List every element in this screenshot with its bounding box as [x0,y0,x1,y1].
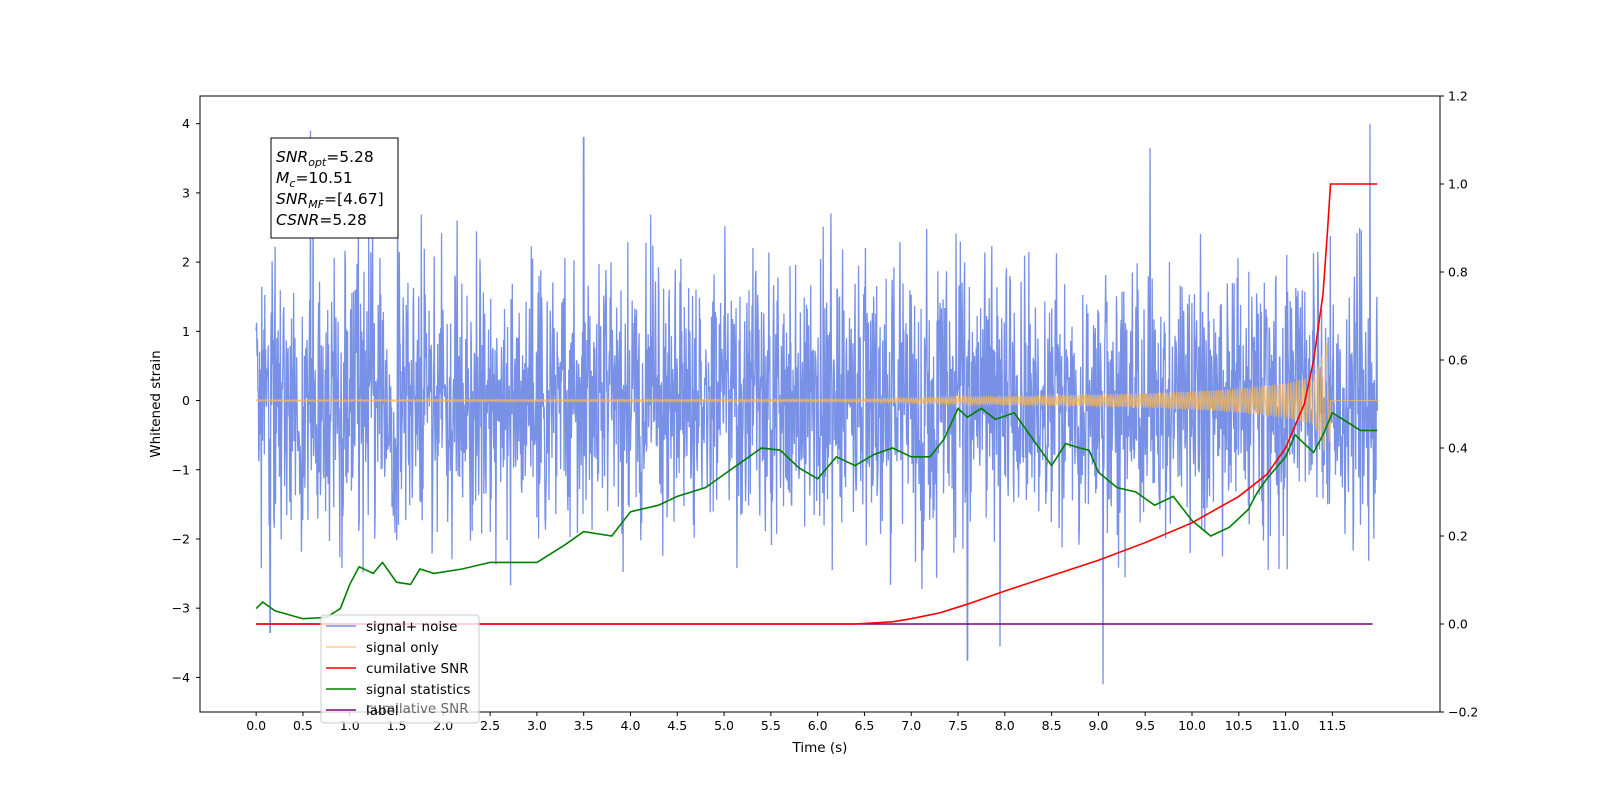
y-left-tick-label: 4 [182,116,190,131]
x-tick-label: 8.5 [1042,718,1062,733]
x-tick-label: 6.5 [855,718,875,733]
legend-label: label [366,703,399,719]
axes-frame [199,95,1441,713]
y-right-tick-label: 1.0 [1448,177,1468,192]
x-tick-label: 5.0 [714,718,734,733]
y-axis-label: Whitened strain [148,350,164,457]
x-tick-label: 7.0 [901,718,921,733]
x-tick-label: 10.0 [1178,718,1206,733]
x-tick-label: 9.5 [1135,718,1155,733]
x-tick-label: 5.5 [761,718,781,733]
y-right-tick-label: 0.4 [1448,441,1468,456]
annotation-line: CSNR=5.28 [276,211,367,229]
y-left-tick-label: −4 [172,670,190,685]
legend-ghost-label: cumilative SNR [366,701,469,717]
annotation-frame [270,137,399,239]
x-tick-label: 11.5 [1318,718,1346,733]
series-signal-statistics-line [255,407,1378,620]
legend-label: cumilative SNR [366,661,469,677]
y-left-tick-label: 0 [182,393,190,408]
legend-label: signal only [366,640,439,656]
y-right-tick-label: 0.2 [1448,529,1468,544]
annotation-line: SNRMF=[4.67] [276,190,384,211]
x-tick-label: 6.0 [808,718,828,733]
annotation-line: Mc=10.51 [276,169,353,190]
y-right-tick-label: 0.8 [1448,265,1468,280]
x-tick-label: 3.5 [574,718,594,733]
y-right-tick-label: 1.2 [1448,89,1468,104]
x-tick-label: 0.5 [293,718,313,733]
ticks: 0.0 0.5 1.0 1.5 2.0 2.5 3.0 3.5 4.0 4.5 5.0 5.5 6.0 6… [172,89,1479,734]
y-left-tick-label: −3 [172,601,190,616]
x-axis-label: Time (s) [792,740,848,756]
legend-label: signal statistics [366,682,470,698]
x-tick-label: 0.0 [246,718,266,733]
legend-label: signal+ noise [366,619,457,635]
x-tick-label: 9.0 [1088,718,1108,733]
y-right-tick-label: −0.2 [1448,705,1478,720]
x-tick-label: 4.0 [621,718,641,733]
y-left-tick-label: −2 [172,531,190,546]
x-tick-label: 2.5 [480,718,500,733]
x-tick-label: 4.5 [667,718,687,733]
legend: cumilative SNR signal+ noise signal only cu… [320,614,480,724]
x-tick-label: 7.5 [948,718,968,733]
y-right-tick-label: 0.0 [1448,617,1468,632]
series-cumulative-snr-line [256,183,1378,625]
y-right-tick-label: 0.6 [1448,353,1468,368]
x-tick-label: 3.0 [527,718,547,733]
series-signal-only-line [255,343,1380,452]
annotation-line: SNRopt=5.28 [276,148,374,169]
y-left-tick-label: 2 [182,255,190,270]
y-left-tick-label: −1 [172,462,190,477]
series-signal-noise-line [255,123,1378,685]
x-tick-label: 11.0 [1272,718,1300,733]
y-left-tick-label: 3 [182,185,190,200]
legend-frame [320,614,480,724]
x-tick-label: 10.5 [1225,718,1253,733]
x-tick-label: 8.0 [995,718,1015,733]
y-left-tick-label: 1 [182,324,190,339]
